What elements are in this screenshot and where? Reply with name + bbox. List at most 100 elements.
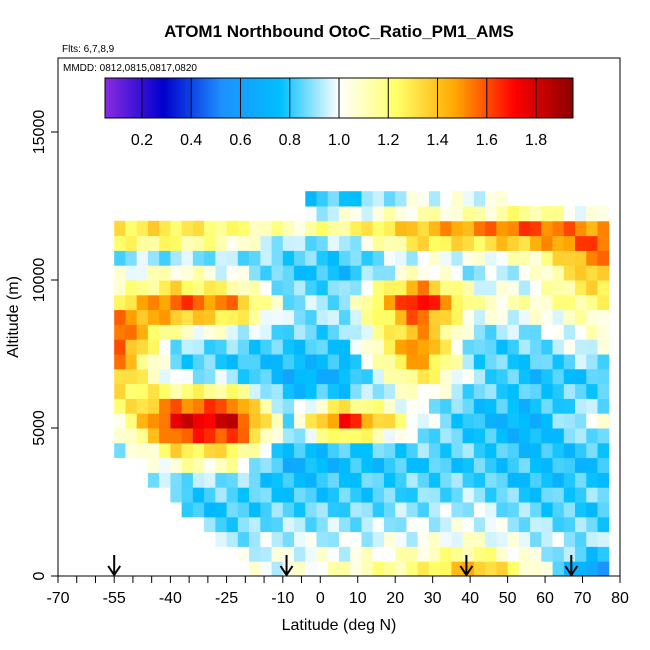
- heatmap-cell: [417, 191, 430, 207]
- heatmap-cell: [586, 354, 599, 370]
- heatmap-cell: [192, 487, 205, 503]
- heatmap-cell: [451, 294, 464, 311]
- heatmap-cell: [372, 502, 385, 518]
- heatmap-cell: [136, 354, 149, 370]
- heatmap-cell: [237, 383, 250, 399]
- heatmap-cell: [440, 487, 452, 503]
- heatmap-cell: [518, 235, 531, 251]
- heatmap-cell: [361, 324, 374, 340]
- heatmap-cell: [260, 502, 273, 518]
- heatmap-cell: [417, 457, 430, 473]
- heatmap-cell: [226, 265, 239, 281]
- heatmap-cell: [473, 280, 486, 296]
- heatmap-cell: [563, 428, 576, 444]
- heatmap-cell: [473, 250, 486, 266]
- heatmap-cell: [496, 280, 509, 296]
- heatmap-cell: [226, 398, 239, 414]
- heatmap-cell: [170, 368, 183, 385]
- heatmap-cell: [305, 191, 318, 207]
- heatmap-cell: [451, 398, 464, 414]
- heatmap-cell: [417, 487, 430, 503]
- heatmap-cell: [462, 309, 475, 325]
- heatmap-cell: [271, 368, 284, 385]
- heatmap-cell: [316, 561, 329, 576]
- heatmap-cell: [271, 502, 284, 518]
- heatmap-cell: [417, 428, 430, 444]
- heatmap-cell: [451, 339, 464, 355]
- heatmap-cell: [339, 309, 351, 325]
- heatmap-cell: [372, 206, 385, 222]
- heatmap-cell: [294, 531, 306, 547]
- heatmap-cell: [226, 280, 239, 296]
- heatmap-cell: [204, 398, 216, 414]
- heatmap-cell: [462, 516, 475, 533]
- heatmap-cell: [485, 339, 497, 355]
- heatmap-cell: [462, 457, 475, 473]
- heatmap-cell: [485, 472, 497, 488]
- heatmap-cell: [395, 502, 407, 518]
- heatmap-cell: [518, 206, 531, 222]
- heatmap-cell: [170, 280, 183, 296]
- heatmap-cell: [125, 309, 138, 325]
- heatmap-cell: [192, 280, 205, 296]
- heatmap-cell: [406, 561, 419, 576]
- heatmap-cell: [237, 398, 250, 414]
- x-tick-label: -25: [215, 590, 238, 607]
- heatmap-cell: [361, 516, 374, 533]
- heatmap-cell: [215, 502, 228, 518]
- heatmap-cell: [406, 250, 419, 266]
- heatmap-cell: [417, 368, 430, 385]
- heatmap-cell: [507, 428, 520, 444]
- heatmap-cell: [473, 413, 486, 429]
- heatmap-cell: [428, 502, 441, 518]
- heatmap-cell: [462, 561, 475, 576]
- heatmap-cell: [541, 235, 554, 251]
- heatmap-cell: [563, 531, 576, 547]
- heatmap-cell: [530, 309, 542, 325]
- heatmap-cell: [485, 294, 497, 311]
- heatmap-cell: [147, 442, 160, 459]
- heatmap-cell: [451, 383, 464, 399]
- heatmap-cell: [237, 368, 250, 385]
- heatmap-cell: [204, 339, 216, 355]
- heatmap-cell: [249, 516, 261, 533]
- heatmap-cell: [260, 413, 273, 429]
- heatmap-cell: [282, 561, 295, 576]
- heatmap-cell: [181, 280, 194, 296]
- heatmap-cell: [294, 487, 306, 503]
- heatmap-cell: [395, 531, 407, 547]
- heatmap-cell: [226, 383, 239, 399]
- heatmap-cell: [215, 428, 228, 444]
- heatmap-cell: [294, 502, 306, 518]
- heatmap-cell: [170, 398, 183, 414]
- heatmap-cell: [181, 442, 194, 459]
- heatmap-cell: [361, 191, 374, 207]
- heatmap-cell: [350, 280, 362, 296]
- heatmap-cell: [226, 502, 239, 518]
- heatmap-cell: [294, 413, 306, 429]
- heatmap-cell: [249, 250, 261, 266]
- heatmap-cell: [271, 516, 284, 533]
- heatmap-cell: [383, 206, 396, 222]
- heatmap-cell: [541, 220, 554, 237]
- heatmap-cell: [215, 220, 228, 237]
- heatmap-cell: [406, 206, 419, 222]
- heatmap-cell: [339, 339, 351, 355]
- heatmap-cell: [541, 442, 554, 459]
- heatmap-cell: [428, 354, 441, 370]
- heatmap-cell: [282, 235, 295, 251]
- heatmap-cell: [136, 294, 149, 311]
- heatmap-cell: [530, 294, 542, 311]
- heatmap-cell: [125, 280, 138, 296]
- heatmap-cell: [597, 235, 610, 251]
- heatmap-cell: [260, 561, 273, 576]
- heatmap-cell: [597, 487, 610, 503]
- heatmap-cell: [237, 250, 250, 266]
- heatmap-cell: [339, 383, 351, 399]
- heatmap-cell: [215, 516, 228, 533]
- heatmap-cell: [226, 220, 239, 237]
- heatmap-cell: [440, 531, 452, 547]
- heatmap-cell: [271, 487, 284, 503]
- heatmap-cell: [496, 250, 509, 266]
- heatmap-cell: [372, 265, 385, 281]
